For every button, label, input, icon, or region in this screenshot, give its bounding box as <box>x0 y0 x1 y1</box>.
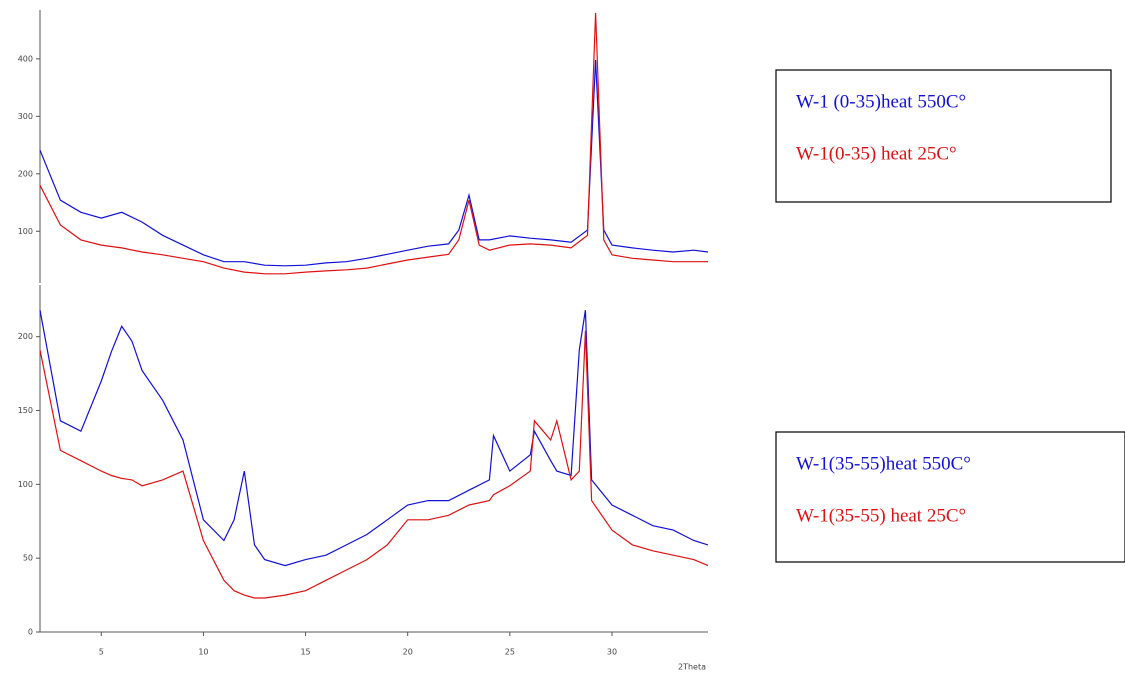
x-tick-label: 30 <box>607 648 617 657</box>
y-tick-label: 100 <box>18 480 33 489</box>
y-tick-label: 0 <box>28 628 33 637</box>
legend-entry: W-1(0-35) heat 25C° <box>796 143 957 164</box>
legend-entry: W-1 (0-35)heat 550C° <box>796 91 966 112</box>
legend-entry: W-1(35-55) heat 25C° <box>796 505 966 526</box>
legend-entry: W-1(35-55)heat 550C° <box>796 453 971 474</box>
x-tick-label: 20 <box>403 648 413 657</box>
y-tick-label: 300 <box>18 112 33 121</box>
data-line <box>39 309 709 567</box>
data-line <box>39 330 709 599</box>
y-tick-label: 400 <box>18 54 33 63</box>
x-tick-label: 15 <box>300 648 310 657</box>
y-tick-label: 50 <box>23 554 33 563</box>
x-axis-label: 2Theta <box>678 663 706 672</box>
y-tick-label: 200 <box>18 332 33 341</box>
x-tick-label: 25 <box>505 648 515 657</box>
y-tick-label: 150 <box>18 406 33 415</box>
x-tick-label: 5 <box>99 648 104 657</box>
legend-box <box>775 69 1112 203</box>
legend-box <box>775 431 1125 563</box>
data-line <box>39 12 708 275</box>
y-tick-label: 100 <box>18 227 33 236</box>
y-tick-label: 200 <box>18 169 33 178</box>
x-tick-label: 10 <box>198 648 208 657</box>
